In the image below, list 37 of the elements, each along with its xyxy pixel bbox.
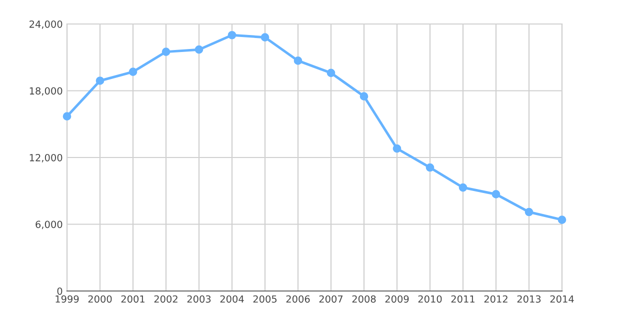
x-tick-label: 1999 <box>56 295 79 303</box>
point <box>260 33 270 42</box>
x-tick-label: 2011 <box>451 295 474 303</box>
x-tick-label: 2005 <box>253 295 277 303</box>
point <box>360 92 368 100</box>
point <box>128 68 138 76</box>
point <box>228 30 236 40</box>
x-tick-label: 2000 <box>88 295 112 303</box>
x-tick-label: 2004 <box>220 295 244 303</box>
x-tick-label: 2012 <box>484 295 508 303</box>
point <box>162 48 170 56</box>
x-tick-label: 2007 <box>319 295 343 303</box>
x-tick-label: 2010 <box>418 295 442 303</box>
x-tick-label: 2014 <box>550 295 574 303</box>
y-tick-label: 24,000 <box>30 20 62 29</box>
point <box>558 216 566 224</box>
point <box>294 56 302 65</box>
x-tick-label: 2006 <box>286 295 310 303</box>
y-tick-label: 18,000 <box>30 87 62 96</box>
x-tick-label: 2009 <box>385 295 409 303</box>
point <box>524 208 534 216</box>
x-tick-label: 2008 <box>352 295 376 303</box>
point <box>96 76 104 85</box>
x-tick-label: 2003 <box>187 295 211 303</box>
y-tick-label: 0 <box>57 287 62 295</box>
point <box>326 68 336 78</box>
point <box>458 183 468 192</box>
x-tick-label: 2002 <box>154 295 178 303</box>
point <box>392 144 402 153</box>
x-tick-label: 2013 <box>517 295 541 303</box>
point <box>426 163 434 172</box>
y-tick-label: 6,000 <box>36 220 62 230</box>
point <box>194 45 204 54</box>
x-tick-label: 2001 <box>121 295 144 303</box>
point <box>62 112 72 121</box>
y-tick-label: 12,000 <box>30 154 62 162</box>
point <box>492 190 500 198</box>
